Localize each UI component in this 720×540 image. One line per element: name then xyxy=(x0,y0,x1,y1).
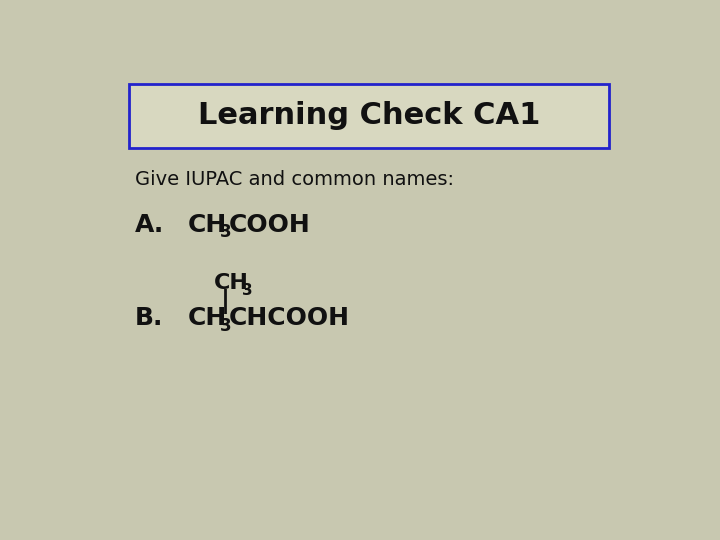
Text: CH: CH xyxy=(214,273,248,293)
Text: CH: CH xyxy=(188,306,227,330)
Text: 3: 3 xyxy=(220,316,231,334)
Text: |: | xyxy=(220,289,230,314)
Text: Give IUPAC and common names:: Give IUPAC and common names: xyxy=(135,170,454,188)
Text: COOH: COOH xyxy=(228,213,310,237)
Text: CHCOOH: CHCOOH xyxy=(228,306,349,330)
Text: 3: 3 xyxy=(242,282,253,298)
Text: B.: B. xyxy=(135,306,163,330)
Text: Learning Check CA1: Learning Check CA1 xyxy=(198,102,540,131)
Text: CH: CH xyxy=(188,213,227,237)
Text: 3: 3 xyxy=(220,223,231,241)
FancyBboxPatch shape xyxy=(129,84,609,148)
Text: A.: A. xyxy=(135,213,164,237)
